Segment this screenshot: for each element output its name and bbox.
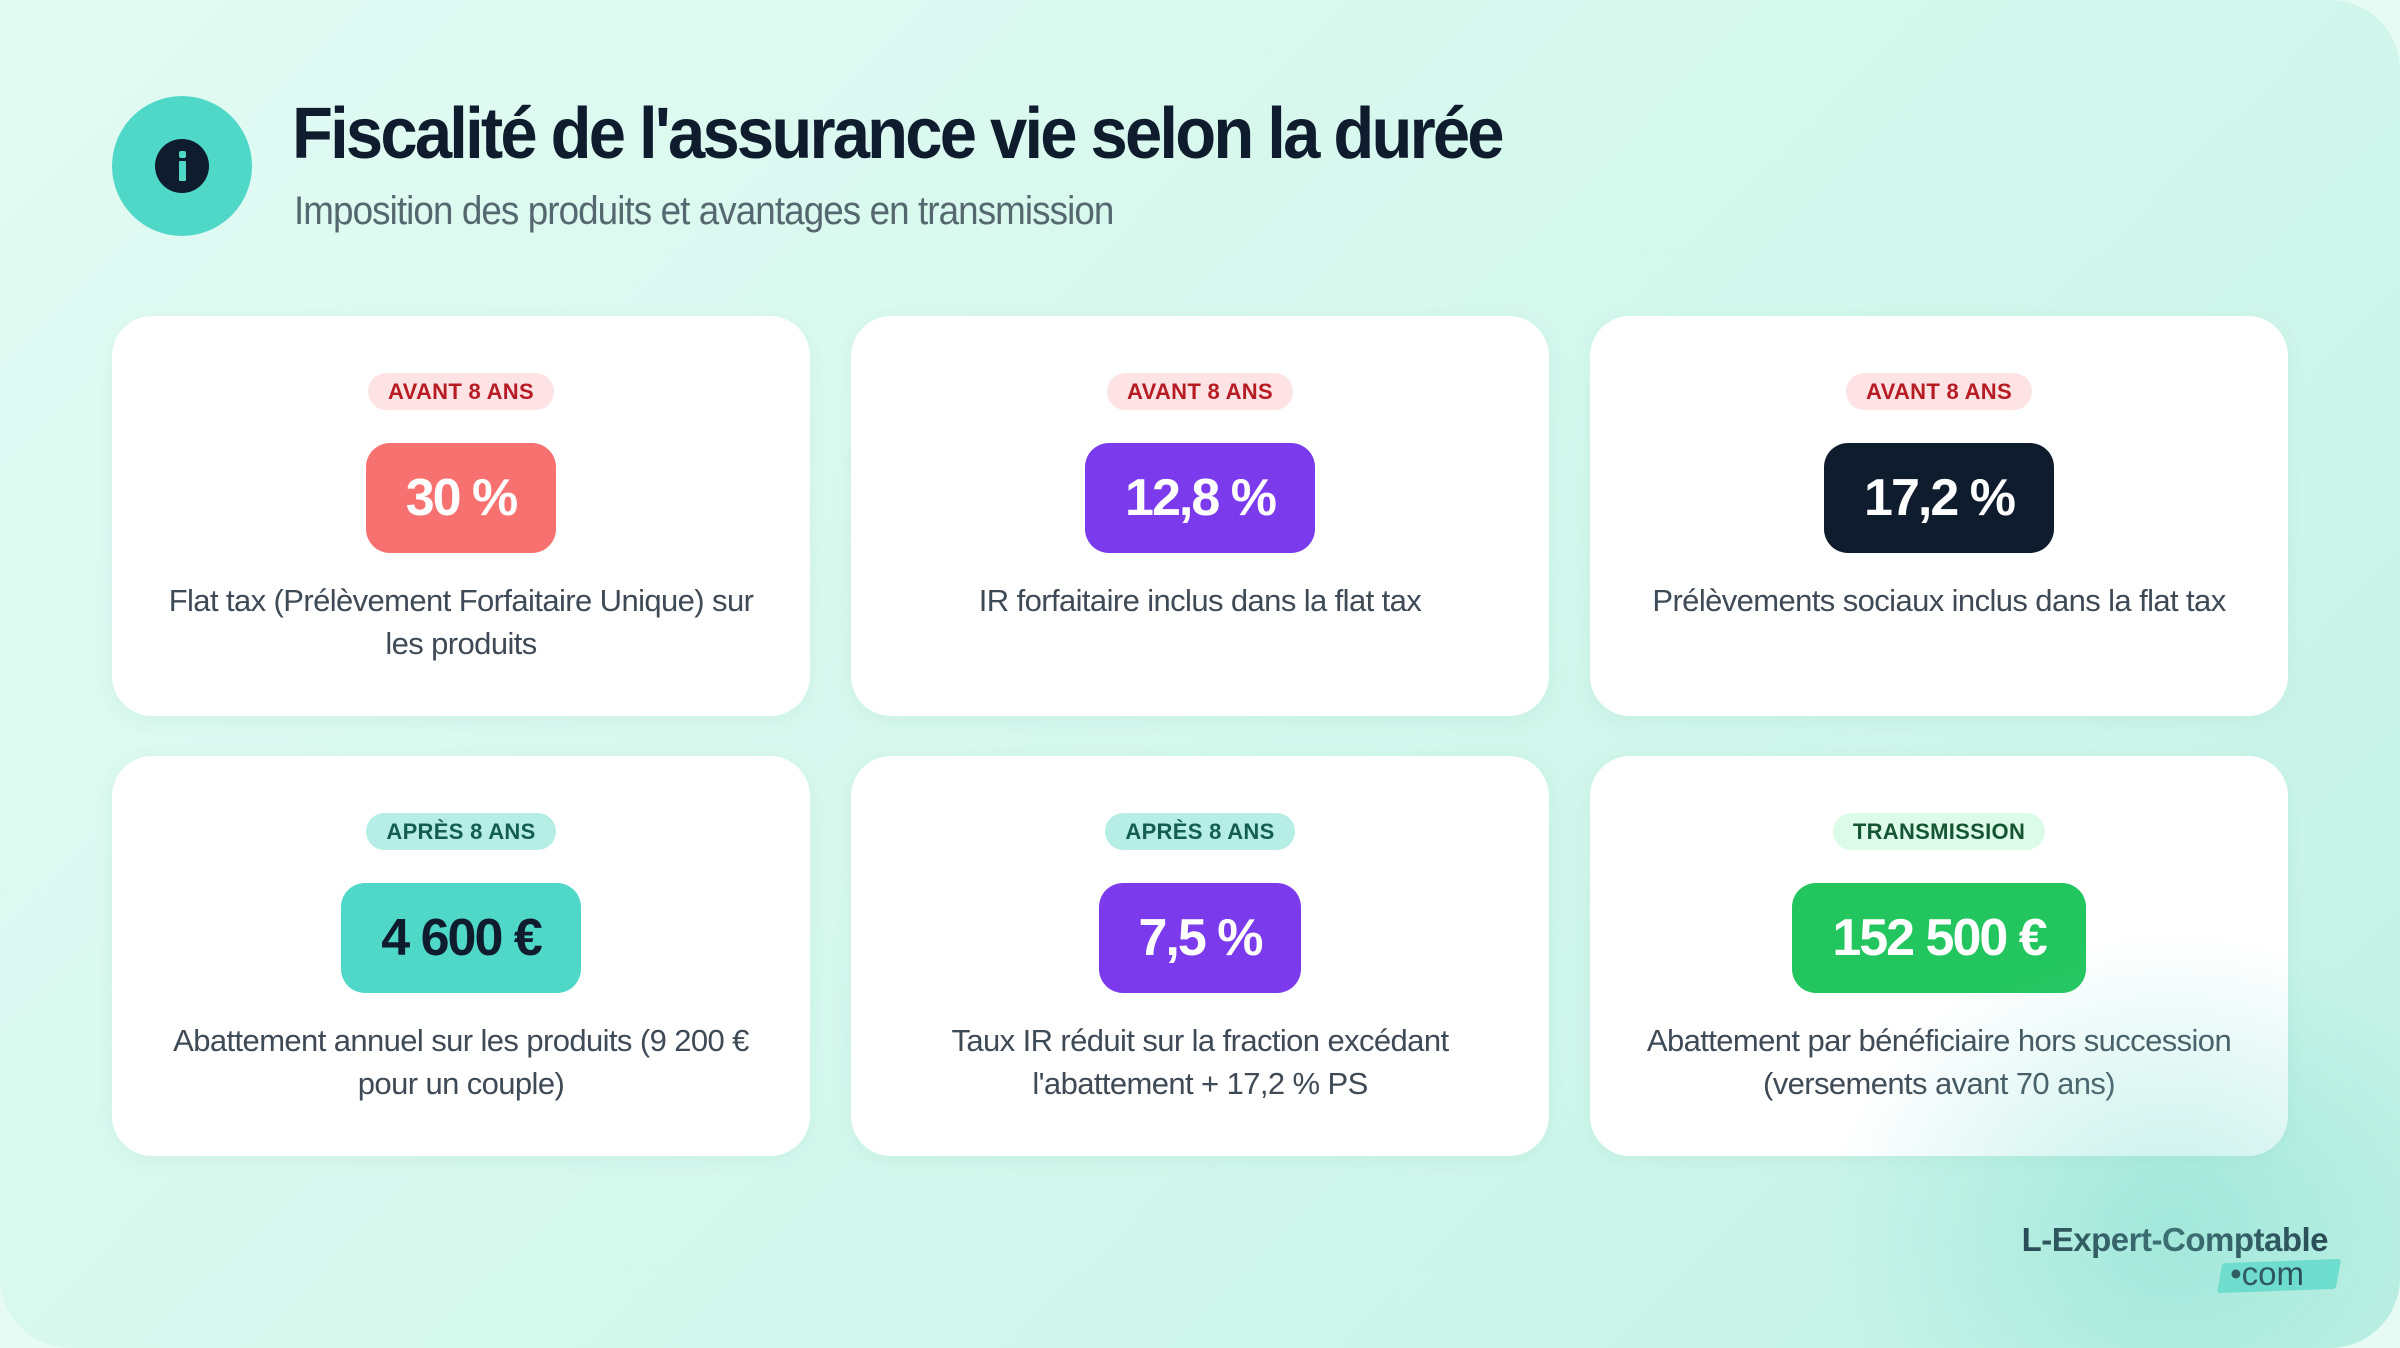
- card-description: Abattement par bénéficiaire hors success…: [1646, 1023, 2232, 1101]
- info-icon-glyph: [155, 139, 209, 193]
- period-badge: APRÈS 8 ANS: [366, 813, 556, 850]
- card-ir-forfaitaire: AVANT 8 ANS 12,8 % IR forfaitaire inclus…: [851, 316, 1549, 716]
- logo-tld: •com: [2217, 1255, 2342, 1294]
- card-abattement-annuel: APRÈS 8 ANS 4 600 € Abattement annuel su…: [112, 756, 810, 1156]
- brand-logo: L-Expert-Comptable •com: [2021, 1221, 2342, 1294]
- card-flat-tax: AVANT 8 ANS 30 % Flat tax (Prélèvement F…: [112, 316, 810, 716]
- card-description: Taux IR réduit sur la fraction excédant …: [951, 1023, 1450, 1101]
- info-icon: [112, 96, 252, 236]
- period-badge: AVANT 8 ANS: [1846, 373, 2032, 410]
- card-description: Abattement annuel sur les produits (9 20…: [173, 1023, 749, 1101]
- logo-wordmark: L-Expert-Comptable: [2021, 1221, 2329, 1258]
- card-description: Prélèvements sociaux inclus dans la flat…: [1652, 583, 2226, 618]
- card-description: Flat tax (Prélèvement Forfaitaire Unique…: [168, 583, 754, 661]
- page-title: Fiscalité de l'assurance vie selon la du…: [292, 94, 1505, 174]
- page-subtitle: Imposition des produits et avantages en …: [294, 189, 1114, 233]
- card-description: IR forfaitaire inclus dans la flat tax: [978, 583, 1422, 618]
- value-highlight: 12,8 %: [1085, 443, 1315, 553]
- logo-tld-text: •com: [2230, 1255, 2304, 1292]
- value-highlight: 7,5 %: [1098, 883, 1302, 993]
- period-badge: AVANT 8 ANS: [1107, 373, 1293, 410]
- value-highlight: 152 500 €: [1792, 883, 2086, 993]
- card-prelevements-sociaux: AVANT 8 ANS 17,2 % Prélèvements sociaux …: [1590, 316, 2288, 716]
- card-taux-reduit: APRÈS 8 ANS 7,5 % Taux IR réduit sur la …: [851, 756, 1549, 1156]
- value-highlight: 17,2 %: [1824, 443, 2054, 553]
- value-highlight: 30 %: [365, 443, 557, 553]
- period-badge: TRANSMISSION: [1832, 813, 2046, 850]
- period-badge: APRÈS 8 ANS: [1105, 813, 1295, 850]
- value-highlight: 4 600 €: [341, 883, 581, 993]
- cards-grid: AVANT 8 ANS 30 % Flat tax (Prélèvement F…: [112, 316, 2288, 1156]
- card-transmission: TRANSMISSION 152 500 € Abattement par bé…: [1590, 756, 2288, 1156]
- period-badge: AVANT 8 ANS: [368, 373, 554, 410]
